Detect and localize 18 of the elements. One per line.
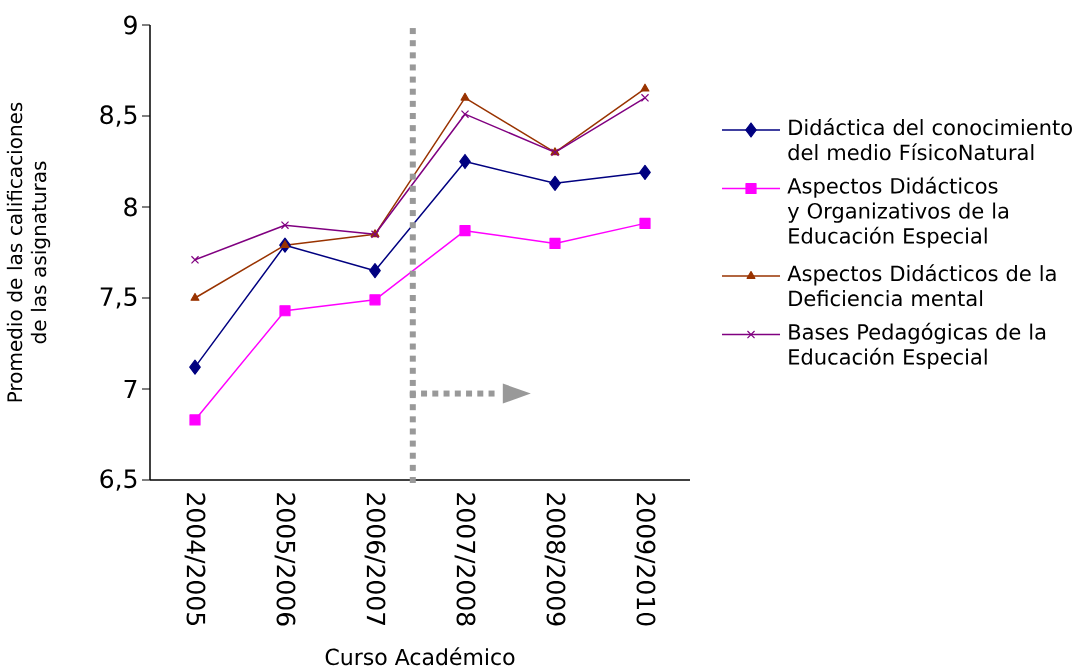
y-tick-label: 8 [124, 197, 137, 217]
legend-label: Bases Pedagógicas de la Educación Especial [789, 322, 1046, 369]
y-tick-label: 9 [124, 15, 137, 35]
legend-label: Aspectos Didácticos y Organizativos de la Educación Especial [787, 176, 1009, 248]
y-axis-title: Promedio de las calificaciones de las asignaturas [6, 102, 51, 402]
y-tick-label: 7 [124, 379, 137, 399]
x-tick-label: 2005/2006 [274, 493, 296, 626]
x-tick-label: 2004/2005 [184, 493, 206, 625]
legend-label: Aspectos Didácticos de la Deficiencia mental [787, 264, 1056, 307]
x-axis-title: Curso Académico [325, 647, 515, 666]
y-tick-label: 8,5 [100, 105, 137, 127]
x-tick-label: 2009/2010 [634, 493, 656, 626]
y-tick-label: 7,5 [100, 287, 137, 309]
x-tick-label: 2006/2007 [364, 493, 386, 626]
x-tick-label: 2008/2009 [544, 493, 566, 626]
legend-label: Didáctica del conocimiento del medio FísicoNatural [788, 118, 1072, 161]
x-tick-label: 2007/2008 [454, 493, 476, 626]
y-tick-label: 6,5 [100, 469, 137, 491]
